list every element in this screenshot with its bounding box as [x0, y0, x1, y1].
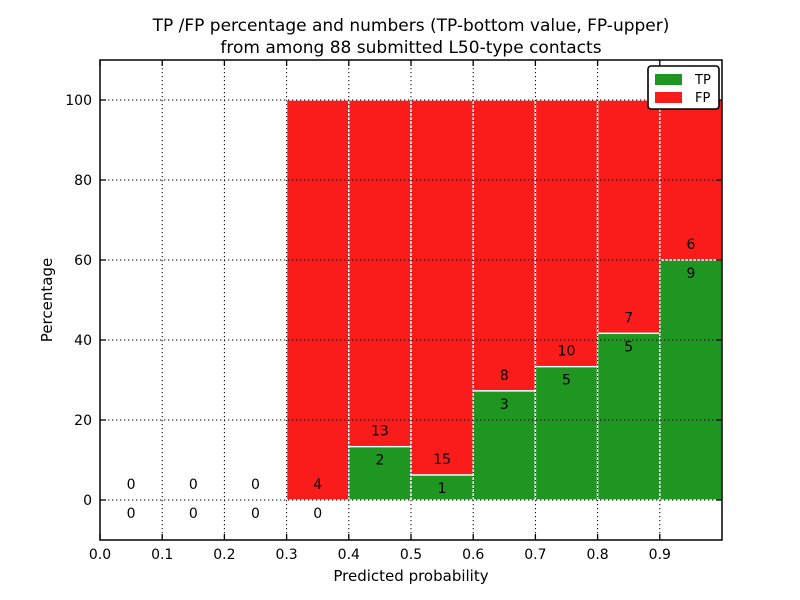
x-tick-label: 0.7 [524, 547, 546, 563]
bars-layer [285, 99, 723, 501]
x-tick-label: 0.1 [151, 547, 173, 563]
tp-count-label-bin-0: 0 [127, 506, 136, 522]
x-tick-label: 0.8 [586, 547, 608, 563]
bar-tp-bin-6 [472, 390, 537, 501]
x-tick-label: 0.6 [462, 547, 484, 563]
fp-count-label-bin-8: 7 [624, 310, 633, 326]
x-tick-label: 0.0 [89, 547, 111, 563]
y-tick-label: 60 [74, 253, 92, 269]
fp-count-label-bin-2: 0 [251, 477, 260, 493]
y-tick-label: 80 [74, 173, 92, 189]
chart-title-line2: from among 88 submitted L50-type contact… [220, 38, 601, 58]
bar-tp-bin-9 [659, 259, 723, 501]
tick-marks-layer [99, 60, 722, 540]
fp-count-label-bin-1: 0 [189, 477, 198, 493]
bar-fp-bin-6 [472, 99, 537, 392]
tp-count-label-bin-8: 5 [624, 339, 633, 355]
y-axis-label: Percentage [38, 258, 56, 342]
legend-label-tp: TP [694, 73, 711, 88]
fp-count-label-bin-9: 6 [686, 237, 695, 253]
bar-fp-bin-7 [534, 99, 599, 368]
y-tick-label: 0 [83, 493, 92, 509]
bar-tp-bin-4 [348, 445, 412, 501]
x-tick-label: 0.4 [338, 547, 360, 563]
bar-count-labels-layer: 0 0 0 0 0 0 4 0 13 2 15 1 8 3 10 5 7 5 6 9 [127, 237, 696, 522]
x-tick-label: 0.5 [400, 547, 422, 563]
fp-count-label-bin-4: 13 [371, 424, 389, 440]
bar-fp-bin-8 [596, 99, 661, 335]
x-axis-label: Predicted probability [333, 567, 488, 585]
bar-fp-bin-3 [285, 99, 350, 501]
y-tick-label: 40 [74, 333, 92, 349]
legend-swatch-tp [655, 74, 682, 85]
x-tick-label: 0.2 [213, 547, 235, 563]
tp-count-label-bin-1: 0 [189, 506, 198, 522]
x-tick-label: 0.3 [275, 547, 297, 563]
legend-swatch-fp [655, 92, 682, 103]
tp-count-label-bin-7: 5 [562, 373, 571, 389]
grid-layer [100, 60, 722, 540]
legend-label-fp: FP [695, 91, 710, 106]
fp-count-label-bin-3: 4 [313, 477, 322, 493]
legend: TP FP [647, 65, 720, 110]
chart-title-line1: TP /FP percentage and numbers (TP-bottom… [152, 16, 670, 36]
fp-count-label-bin-0: 0 [127, 477, 136, 493]
y-tick-label: 20 [74, 413, 92, 429]
tp-count-label-bin-3: 0 [313, 506, 322, 522]
bar-tp-bin-5 [410, 474, 474, 501]
tp-count-label-bin-4: 2 [375, 453, 384, 469]
bar-fp-bin-5 [410, 99, 474, 476]
tp-count-label-bin-6: 3 [500, 397, 509, 413]
bar-fp-bin-4 [348, 99, 412, 448]
fp-count-label-bin-5: 15 [433, 452, 451, 468]
fp-count-label-bin-7: 10 [558, 344, 576, 360]
fp-count-label-bin-6: 8 [500, 368, 509, 384]
y-tick-label: 100 [65, 93, 92, 109]
tick-labels-layer: 0.0 0.1 0.2 0.3 0.4 0.5 0.6 0.7 0.8 0.90204060801… [65, 93, 671, 563]
bar-tp-bin-8 [596, 332, 661, 501]
tp-count-label-bin-9: 9 [686, 266, 695, 282]
x-tick-label: 0.9 [649, 547, 671, 563]
tp-count-label-bin-5: 1 [438, 481, 447, 497]
tp-count-label-bin-2: 0 [251, 506, 260, 522]
